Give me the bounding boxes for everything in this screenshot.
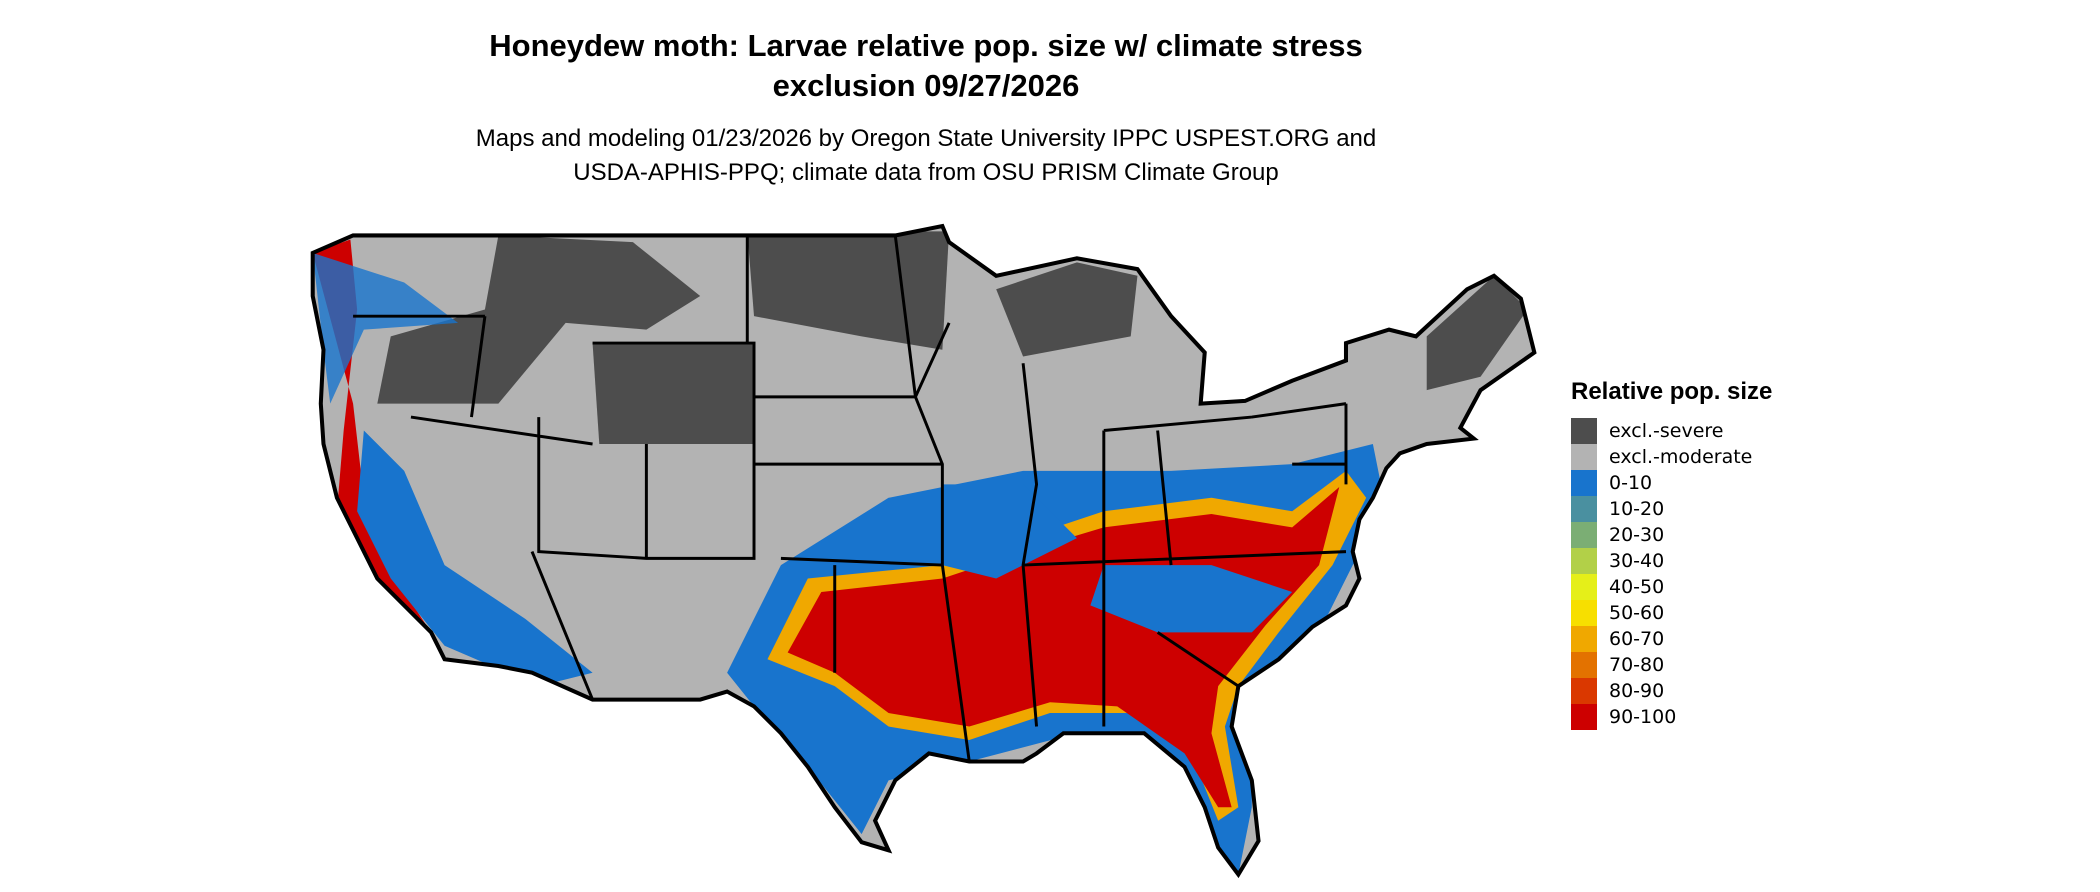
legend-item: 10-20 <box>1571 496 1772 522</box>
ozark-blue <box>942 484 1077 579</box>
legend-item: 90-100 <box>1571 704 1772 730</box>
legend-label: 50-60 <box>1609 602 1665 624</box>
legend-item: 80-90 <box>1571 678 1772 704</box>
legend-swatch <box>1571 678 1597 704</box>
excl-severe-area-northwest <box>377 235 701 404</box>
map-title-line2: exclusion 09/27/2026 <box>772 68 1080 103</box>
legend-swatch <box>1571 496 1597 522</box>
legend-label: 30-40 <box>1609 550 1665 572</box>
legend-item: excl.-severe <box>1571 418 1772 444</box>
legend-item: 50-60 <box>1571 600 1772 626</box>
legend-title: Relative pop. size <box>1571 378 1773 405</box>
legend-items: excl.-severe excl.-moderate 0-10 10-20 20-30… <box>1571 418 1772 730</box>
california-blue <box>357 430 593 687</box>
legend-swatch <box>1571 444 1597 470</box>
excl-severe-area-wyoming <box>592 343 755 444</box>
legend-label: 40-50 <box>1609 576 1665 598</box>
legend-label: excl.-moderate <box>1609 446 1753 468</box>
legend-swatch <box>1571 470 1597 496</box>
legend-item: 20-30 <box>1571 522 1772 548</box>
legend-swatch <box>1571 600 1597 626</box>
legend-swatch <box>1571 626 1597 652</box>
legend-label: 10-20 <box>1609 498 1665 520</box>
excl-severe-area-maine <box>1426 275 1528 391</box>
legend-label: 60-70 <box>1609 628 1665 650</box>
legend-label: excl.-severe <box>1609 420 1724 442</box>
legend: Relative pop. size excl.-severe excl.-mod… <box>1571 378 1772 730</box>
legend-item: 0-10 <box>1571 470 1772 496</box>
legend-swatch <box>1571 704 1597 730</box>
legend-label: 20-30 <box>1609 524 1665 546</box>
pacific-northwest-blue <box>312 252 459 404</box>
legend-label: 90-100 <box>1609 706 1677 728</box>
legend-label: 80-90 <box>1609 680 1665 702</box>
legend-swatch <box>1571 418 1597 444</box>
map-title-line1: Honeydew moth: Larvae relative pop. size… <box>489 28 1363 63</box>
legend-item: 60-70 <box>1571 626 1772 652</box>
excl-severe-area-great-lakes <box>996 262 1138 357</box>
legend-swatch <box>1571 522 1597 548</box>
legend-item: 70-80 <box>1571 652 1772 678</box>
legend-item: excl.-moderate <box>1571 444 1772 470</box>
legend-swatch <box>1571 574 1597 600</box>
legend-swatch <box>1571 652 1597 678</box>
legend-item: 30-40 <box>1571 548 1772 574</box>
state-borders <box>353 235 1348 762</box>
subtitle-line1: Maps and modeling 01/23/2026 by Oregon S… <box>475 125 1377 152</box>
legend-label: 0-10 <box>1609 472 1653 494</box>
subtitle-line2: USDA-APHIS-PPQ; climate data from OSU PR… <box>573 159 1279 186</box>
legend-label: 70-80 <box>1609 654 1665 676</box>
legend-item: 40-50 <box>1571 574 1772 600</box>
appalachian-blue <box>1090 565 1293 633</box>
legend-swatch <box>1571 548 1597 574</box>
